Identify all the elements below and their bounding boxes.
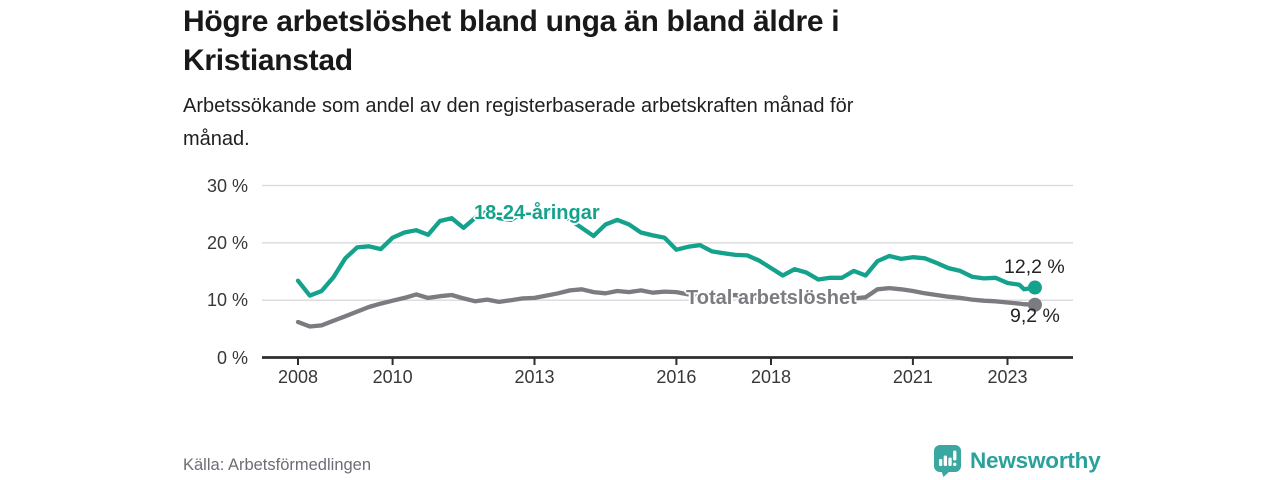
y-tick-label: 0 %	[216, 347, 248, 368]
newsworthy-logo-icon	[934, 445, 961, 477]
x-tick-label: 2018	[750, 367, 792, 387]
x-tick-label: 2021	[892, 367, 933, 387]
y-tick-label: 10 %	[206, 290, 248, 311]
x-tick-label: 2008	[277, 367, 319, 387]
y-tick-label: 30 %	[206, 175, 248, 196]
x-tick-label: 2013	[514, 367, 555, 387]
end-value-total: 9,2 %	[1010, 305, 1060, 327]
series-line-young	[295, 208, 1038, 298]
x-tick-label: 2016	[656, 367, 697, 387]
y-tick-label: 20 %	[206, 232, 248, 253]
x-tick-label: 2023	[987, 367, 1028, 387]
brand-lockup: Newsworthy	[933, 444, 1101, 477]
page-subtitle: Arbetssökande som andel av den registerb…	[183, 95, 854, 150]
end-dot-young	[1027, 280, 1042, 295]
end-value-young: 12,2 %	[1004, 256, 1065, 278]
series-label-young: 18-24-åringar	[474, 202, 600, 224]
x-tick-label: 2010	[372, 367, 413, 387]
series-label-total: Total arbetslöshet	[686, 287, 857, 309]
end-dot-total	[1027, 297, 1042, 312]
brand-name: Newsworthy	[970, 447, 1101, 473]
source-note: Källa: Arbetsförmedlingen	[183, 456, 372, 474]
series-line-total	[295, 285, 1038, 329]
page-title: Högre arbetslöshet bland unga än bland ä…	[183, 5, 840, 77]
